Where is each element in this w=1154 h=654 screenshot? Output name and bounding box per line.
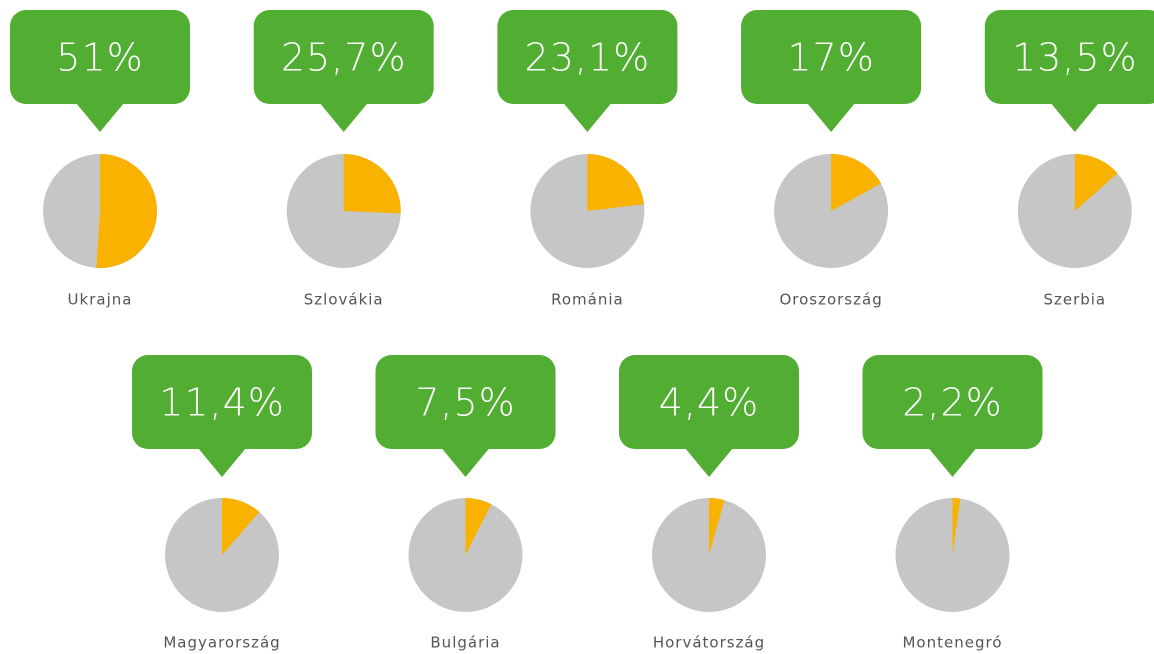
category-label: Szlovákia <box>304 291 384 309</box>
callout <box>862 355 1043 449</box>
callout <box>984 10 1154 104</box>
category-label: Magyarország <box>163 634 280 652</box>
callout <box>132 355 312 449</box>
callout-pointer <box>563 103 612 132</box>
value-label: 11,4% <box>159 381 285 425</box>
value-label: 51% <box>56 36 143 80</box>
value-label: 13,5% <box>1012 36 1138 80</box>
pie-slice <box>1074 154 1118 211</box>
category-label: Horvátország <box>653 634 765 652</box>
value-label: 7,5% <box>415 381 516 425</box>
pie-slice <box>831 154 882 211</box>
pie-slice <box>709 498 725 555</box>
callout-pointer <box>928 448 977 477</box>
category-label: Oroszország <box>779 291 882 309</box>
pie-slice <box>96 154 158 268</box>
callout <box>253 10 434 104</box>
callout-pointer <box>1050 103 1099 132</box>
category-label: Románia <box>551 291 624 309</box>
callout-pointer <box>685 448 733 477</box>
pie-slice <box>587 154 644 211</box>
category-label: Montenegró <box>902 634 1002 652</box>
category-label: Szerbia <box>1043 291 1106 309</box>
value-label: 17% <box>787 36 874 80</box>
value-label: 25,7% <box>281 36 407 80</box>
value-label: 23,1% <box>525 36 651 80</box>
pie-slice <box>343 154 401 214</box>
callout <box>497 10 678 104</box>
pie-slice <box>222 498 260 555</box>
value-label: 2,2% <box>902 381 1003 425</box>
callout-pointer <box>76 103 124 132</box>
callout <box>741 10 922 104</box>
pie-slice <box>952 498 961 555</box>
category-label: Bulgária <box>430 634 500 652</box>
category-label: Ukrajna <box>68 291 133 309</box>
callout-pointer <box>319 103 368 132</box>
callout <box>375 355 556 449</box>
callout-pointer <box>807 103 856 132</box>
pie-slice <box>465 498 492 555</box>
callout <box>10 10 190 104</box>
callout <box>619 355 799 449</box>
callout-pointer <box>441 448 490 477</box>
callout-pointer <box>198 448 246 477</box>
value-label: 4,4% <box>659 381 760 425</box>
